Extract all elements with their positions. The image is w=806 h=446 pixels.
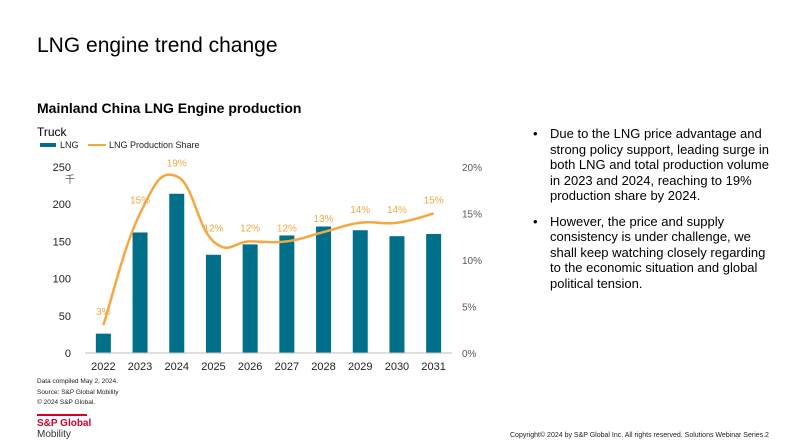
- y-tick-label: 100: [53, 274, 71, 286]
- commentary-list: • Due to the LNG price advantage and str…: [533, 126, 773, 301]
- page-number: 2: [765, 432, 769, 439]
- bullet-dot-icon: •: [533, 213, 538, 229]
- legend-label-share: LNG Production Share: [109, 140, 200, 150]
- commentary-text: Due to the LNG price advantage and stron…: [550, 126, 769, 203]
- x-tick-label: 2029: [348, 361, 372, 373]
- bar-2031: [426, 233, 442, 353]
- y-tick-label: 200: [53, 199, 71, 211]
- bar-2030: [389, 236, 405, 353]
- commentary-text: However, the price and supply consistenc…: [550, 213, 766, 291]
- share-label-2030: 14%: [387, 205, 407, 216]
- x-tick-label: 2027: [275, 361, 299, 373]
- y2-tick-label: 10%: [462, 256, 482, 267]
- share-label-2026: 12%: [240, 223, 260, 234]
- x-tick-label: 2025: [201, 361, 225, 373]
- bar-2022: [95, 333, 111, 353]
- share-label-2029: 14%: [350, 205, 370, 216]
- bar-2023: [132, 232, 148, 353]
- x-tick-label: 2022: [91, 361, 115, 373]
- note-compiled: Data compiled May 2, 2024.: [37, 378, 118, 385]
- x-tick-label: 2023: [128, 361, 152, 373]
- x-tick-label: 2026: [238, 361, 262, 373]
- x-tick-label: 2028: [311, 361, 335, 373]
- bar-2028: [316, 226, 332, 353]
- logo-brand: S&P Global: [37, 418, 92, 429]
- share-label-2031: 15%: [424, 196, 444, 207]
- lng-bars: [95, 193, 442, 353]
- note-source: Source: S&P Global Mobility: [37, 388, 119, 396]
- bar-2026: [242, 244, 258, 353]
- bar-2029: [352, 230, 368, 353]
- share-label-2025: 12%: [203, 223, 223, 234]
- commentary-item: • Due to the LNG price advantage and str…: [533, 126, 773, 204]
- y-axis-right: 0% 5% 10% 15% 20%: [462, 163, 482, 360]
- x-axis-labels: 2022 2023 2024 2025 2026 2027 2028 2029 2030 2031: [91, 361, 446, 373]
- chart-subtitle: Truck: [37, 125, 67, 139]
- y2-tick-label: 5%: [462, 303, 477, 314]
- y-tick-label: 250: [53, 162, 71, 174]
- y-tick-label: 0: [65, 348, 71, 360]
- share-label-2024: 19%: [167, 158, 187, 169]
- footer-copyright: Copyright© 2024 by S&P Global Inc. All r…: [510, 432, 766, 439]
- bar-2025: [205, 254, 221, 353]
- y2-tick-label: 0%: [462, 349, 477, 360]
- legend-swatch-lng: [40, 143, 56, 147]
- commentary-item: • However, the price and supply consiste…: [533, 214, 773, 292]
- x-tick-label: 2024: [165, 361, 189, 373]
- y2-tick-label: 20%: [462, 163, 482, 174]
- logo-rule: [37, 414, 87, 416]
- x-tick-label: 2031: [421, 361, 445, 373]
- bullet-dot-icon: •: [533, 126, 538, 141]
- bar-2024: [169, 193, 185, 353]
- share-label-2028: 13%: [314, 214, 334, 225]
- source-notes: Data compiled May 2, 2024. Source: S&P G…: [37, 377, 119, 409]
- note-copyright: © 2024 S&P Global.: [37, 399, 96, 406]
- share-label-2022: 3%: [96, 307, 111, 318]
- x-tick-label: 2030: [385, 361, 409, 373]
- y-axis-left: 0 50 100 150 200 250: [53, 162, 71, 360]
- y2-tick-label: 15%: [462, 210, 482, 221]
- chart-title: Mainland China LNG Engine production: [37, 100, 302, 116]
- y-tick-label: 150: [53, 236, 71, 248]
- logo-sub: Mobility: [37, 429, 71, 440]
- y-axis-unit-label: 千: [65, 174, 75, 186]
- bar-2027: [279, 235, 295, 353]
- legend-label-lng: LNG: [60, 140, 79, 150]
- y-tick-label: 50: [59, 311, 71, 323]
- share-label-2023: 15%: [130, 196, 150, 207]
- chart-legend: LNG LNG Production Share: [40, 140, 200, 150]
- share-label-2027: 12%: [277, 223, 297, 234]
- sp-global-logo: S&P Global Mobility: [37, 418, 91, 440]
- share-data-labels: 3% 15% 19% 12% 12% 12% 13% 14% 14% 15%: [96, 158, 444, 318]
- slide-title: LNG engine trend change: [37, 34, 278, 57]
- share-line: [102, 173, 434, 326]
